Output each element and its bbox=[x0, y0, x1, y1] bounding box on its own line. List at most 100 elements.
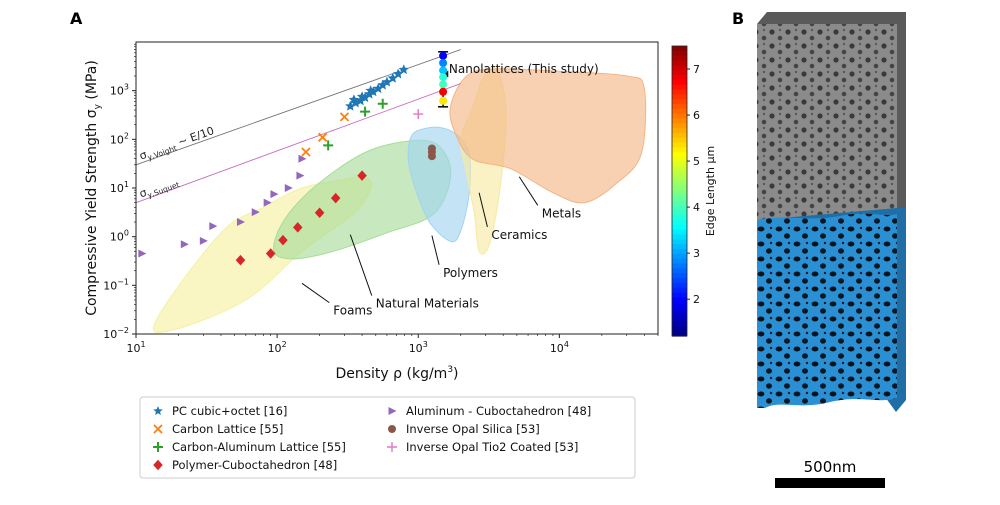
colorbar-segment bbox=[672, 75, 687, 81]
legend-marker-inverse-opal-tio2-coated-53 bbox=[387, 442, 397, 452]
panel-b-letter: B bbox=[732, 9, 744, 28]
data-point-carbon-aluminum-lattice-55 bbox=[323, 140, 334, 151]
y-axis-ticks: 10−2 10−1 100 101 102 103 bbox=[103, 43, 136, 341]
colorbar-segment bbox=[672, 152, 687, 158]
colorbar-segment bbox=[672, 142, 687, 149]
series-nanolattices-this-study bbox=[438, 51, 449, 108]
colorbar-tick-label: 5 bbox=[693, 155, 700, 168]
scale-bar bbox=[775, 478, 885, 488]
data-point-polymer-cuboctahedron-48 bbox=[292, 222, 303, 233]
colorbar-tick-label: 7 bbox=[693, 63, 700, 76]
colorbar-label: Edge Length μm bbox=[704, 146, 717, 236]
reference-line-label-y-voight: σy,Voight ~ E/10 bbox=[138, 124, 217, 164]
data-point-inverse-opal-silica-53 bbox=[427, 144, 436, 153]
colorbar-segment bbox=[672, 191, 687, 197]
colorbar-frame bbox=[671, 45, 688, 337]
colorbar-segment bbox=[672, 113, 687, 120]
legend-label-aluminum-cuboctahedron-48: Aluminum - Cuboctahedron [48] bbox=[406, 404, 591, 418]
annotation-nanolattices-this-study: Nanolattices (This study) bbox=[449, 62, 599, 76]
x-axis-label: Density ρ (kg/m3) bbox=[335, 365, 458, 382]
colorbar-segment bbox=[672, 307, 687, 313]
y-tick-label: 10−2 bbox=[103, 326, 129, 341]
legend-label-carbon-lattice-55: Carbon Lattice [55] bbox=[172, 422, 283, 436]
colorbar-segment bbox=[672, 239, 687, 245]
colorbar-segment bbox=[672, 200, 687, 207]
colorbar-tick-label: 4 bbox=[693, 201, 700, 214]
legend-label-inverse-opal-tio2-coated-53: Inverse Opal Tio2 Coated [53] bbox=[406, 440, 578, 454]
annotation-arrow-ceramics bbox=[478, 192, 488, 228]
legend-label-pc-cubic-octet-16: PC cubic+octet [16] bbox=[172, 404, 287, 418]
colorbar-segment bbox=[672, 224, 687, 231]
legend-marker-carbon-lattice-55 bbox=[153, 424, 163, 434]
data-point-nanolattices-this-study bbox=[439, 51, 448, 60]
colorbar-segment bbox=[672, 60, 687, 66]
colorbar-segment bbox=[672, 195, 687, 202]
series-pc-cubic-octet-16 bbox=[345, 64, 409, 111]
colorbar-segment bbox=[672, 215, 687, 221]
colorbar-segment bbox=[672, 321, 687, 327]
region-metals bbox=[449, 68, 647, 204]
colorbar-segment bbox=[672, 46, 687, 52]
colorbar-segment bbox=[672, 84, 687, 91]
colorbar-segment bbox=[672, 99, 687, 105]
data-point-nanolattices-this-study bbox=[439, 96, 448, 105]
colorbar-segment bbox=[672, 133, 687, 139]
colorbar-segment bbox=[672, 268, 687, 274]
colorbar-segment bbox=[672, 65, 687, 71]
data-point-aluminum-cuboctahedron-48 bbox=[296, 171, 305, 180]
colorbar-segment bbox=[672, 79, 687, 86]
lattice-top-section bbox=[757, 24, 897, 220]
colorbar-segment bbox=[672, 70, 687, 76]
data-point-carbon-aluminum-lattice-55 bbox=[377, 98, 388, 109]
data-point-pc-cubic-octet-16 bbox=[368, 86, 379, 97]
data-point-aluminum-cuboctahedron-48 bbox=[263, 198, 272, 207]
legend-marker-aluminum-cuboctahedron-48 bbox=[388, 407, 397, 415]
annotation-arrow-natural-materials bbox=[349, 234, 373, 296]
y-tick-label: 10−1 bbox=[103, 277, 129, 292]
panel-a-figure: A σy,Voight ~ E/10 σy,Suquet Foams Natural… bbox=[70, 9, 717, 479]
data-point-polymer-cuboctahedron-48 bbox=[235, 254, 246, 266]
colorbar-segment bbox=[672, 287, 687, 294]
colorbar-segment bbox=[672, 55, 687, 62]
series-polymer-cuboctahedron-48 bbox=[235, 170, 367, 266]
colorbar-segment bbox=[672, 171, 687, 178]
data-point-pc-cubic-octet-16 bbox=[356, 91, 368, 102]
data-point-pc-cubic-octet-16 bbox=[345, 100, 356, 111]
colorbar-segment bbox=[672, 157, 687, 163]
colorbar: 2 3 4 5 6 7 Edge Length μm bbox=[671, 45, 717, 337]
colorbar-segment bbox=[672, 316, 687, 323]
annotation-polymers: Polymers bbox=[443, 266, 498, 280]
series-carbon-aluminum-lattice-55 bbox=[323, 98, 388, 151]
data-point-pc-cubic-octet-16 bbox=[355, 95, 366, 106]
colorbar-segment bbox=[672, 50, 687, 57]
annotation-metals: Metals bbox=[542, 206, 581, 220]
data-point-aluminum-cuboctahedron-48 bbox=[284, 184, 293, 192]
data-point-aluminum-cuboctahedron-48 bbox=[236, 218, 245, 227]
colorbar-segment bbox=[672, 263, 687, 269]
y-axis-label: Compressive Yield Strength σy (MPa) bbox=[84, 60, 103, 316]
colorbar-segment bbox=[672, 123, 687, 129]
data-point-carbon-lattice-55 bbox=[317, 132, 328, 142]
panel-b: B 500nm bbox=[720, 0, 1000, 501]
legend-marker-polymer-cuboctahedron-48 bbox=[153, 459, 163, 471]
data-point-aluminum-cuboctahedron-48 bbox=[298, 154, 307, 163]
data-point-aluminum-cuboctahedron-48 bbox=[180, 240, 189, 249]
data-point-polymer-cuboctahedron-48 bbox=[330, 192, 341, 204]
data-point-carbon-lattice-55 bbox=[339, 112, 350, 122]
data-point-nanolattices-this-study bbox=[439, 87, 448, 96]
colorbar-segment bbox=[672, 210, 687, 216]
series-inverse-opal-tio2-coated-53 bbox=[413, 109, 424, 120]
colorbar-segment bbox=[672, 253, 687, 260]
series-carbon-lattice-55 bbox=[301, 112, 350, 157]
data-point-nanolattices-this-study bbox=[439, 73, 448, 82]
x-axis-ticks: 101 102 103 104 bbox=[126, 334, 659, 355]
colorbar-segment bbox=[672, 118, 687, 124]
data-point-aluminum-cuboctahedron-48 bbox=[209, 222, 218, 231]
y-tick-label: 101 bbox=[110, 180, 129, 195]
data-point-polymer-cuboctahedron-48 bbox=[278, 234, 288, 246]
region-polymers bbox=[407, 126, 472, 243]
x-tick-label: 101 bbox=[126, 340, 145, 355]
colorbar-segment bbox=[672, 108, 687, 115]
data-point-pc-cubic-octet-16 bbox=[381, 76, 393, 87]
data-point-pc-cubic-octet-16 bbox=[377, 79, 388, 90]
